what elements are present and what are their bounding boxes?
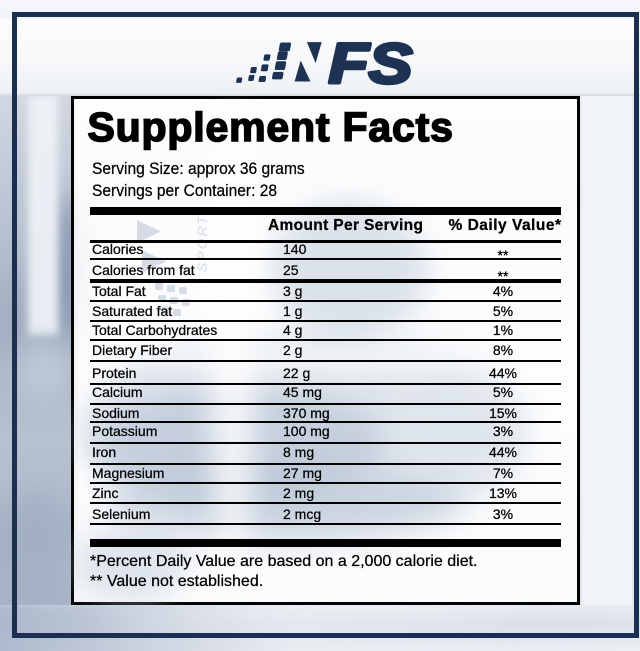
svg-text:SPORT: SPORT [194, 214, 210, 272]
svg-text:FS: FS [329, 36, 413, 90]
